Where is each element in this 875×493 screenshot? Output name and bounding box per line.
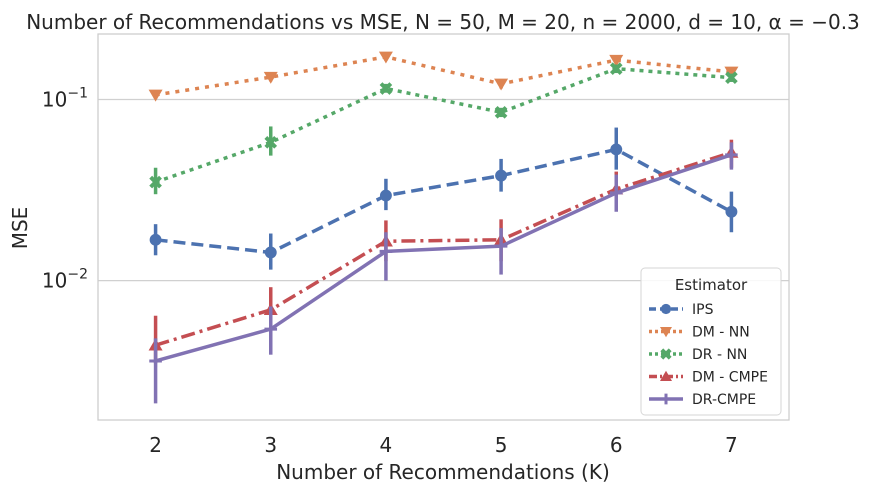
legend-label: IPS — [692, 302, 714, 318]
x-tick-label: 5 — [495, 433, 508, 457]
legend-label: DR-CMPE — [692, 392, 756, 408]
x-tick-label: 6 — [610, 433, 623, 457]
x-tick-label: 4 — [380, 433, 393, 457]
data-point-marker — [724, 66, 739, 79]
plot-area-frame — [97, 33, 790, 421]
data-point-marker — [660, 303, 672, 315]
legend-entry: DM - CMPE — [649, 370, 768, 386]
y-tick-label: 10−2 — [42, 267, 88, 293]
legend-entry: IPS — [649, 302, 714, 318]
y-axis-label: MSE — [8, 207, 32, 250]
data-point-marker — [725, 205, 738, 218]
series-layer — [148, 51, 739, 404]
data-point-marker — [264, 136, 278, 149]
legend-label: DM - NN — [692, 325, 750, 341]
data-point-marker — [660, 327, 672, 338]
chart-title: Number of Recommendations vs MSE, N = 50… — [26, 10, 860, 34]
series-dr-nn — [149, 62, 738, 195]
x-axis-ticks: 2 3 4 5 6 7 — [149, 433, 738, 457]
data-point-marker — [725, 71, 738, 84]
x-tick-label: 7 — [725, 433, 738, 457]
data-point-marker — [494, 239, 508, 253]
data-point-marker — [264, 246, 277, 259]
data-point-marker — [609, 62, 623, 75]
data-point-marker — [660, 370, 672, 381]
data-point-marker — [149, 175, 162, 189]
legend-title: Estimator — [675, 276, 748, 294]
data-point-marker — [494, 78, 509, 91]
legend-label: DM - CMPE — [692, 370, 768, 386]
series-dr-cmpe — [149, 142, 738, 404]
series-line — [155, 66, 732, 184]
data-point-marker — [379, 245, 393, 258]
legend-entry: DR-CMPE — [649, 392, 756, 408]
series-line — [155, 55, 732, 97]
data-point-marker — [379, 82, 393, 95]
data-point-marker — [610, 143, 623, 156]
data-point-marker — [609, 186, 623, 200]
data-point-marker — [378, 51, 393, 64]
x-tick-label: 2 — [149, 433, 162, 457]
series-line — [155, 150, 732, 347]
legend-entry: DM - NN — [649, 325, 750, 341]
data-point-marker — [495, 169, 508, 182]
y-tick-label: 10−1 — [42, 86, 88, 112]
y-axis-ticks: 10−1 10−2 — [42, 86, 88, 293]
data-point-marker — [379, 189, 392, 202]
data-point-marker — [660, 393, 672, 405]
series-ips — [149, 127, 738, 270]
data-point-marker — [149, 233, 162, 246]
data-point-marker — [263, 71, 278, 84]
data-point-marker — [609, 54, 624, 67]
legend: Estimator IPS DM - NN DR - NN DM - CMPE DR-CM… — [640, 267, 782, 416]
data-point-marker — [494, 105, 508, 119]
data-point-marker — [660, 348, 672, 360]
series-line — [155, 153, 732, 363]
x-axis-label: Number of Recommendations (K) — [276, 460, 610, 484]
data-point-marker — [725, 148, 738, 162]
x-tick-label: 3 — [264, 433, 277, 457]
series-line — [155, 147, 733, 255]
data-point-marker — [264, 322, 278, 336]
legend-entry: DR - NN — [649, 347, 747, 363]
data-point-marker — [149, 354, 162, 368]
series-dm-nn — [148, 51, 739, 102]
legend-label: DR - NN — [692, 347, 747, 363]
data-point-marker — [148, 89, 163, 102]
